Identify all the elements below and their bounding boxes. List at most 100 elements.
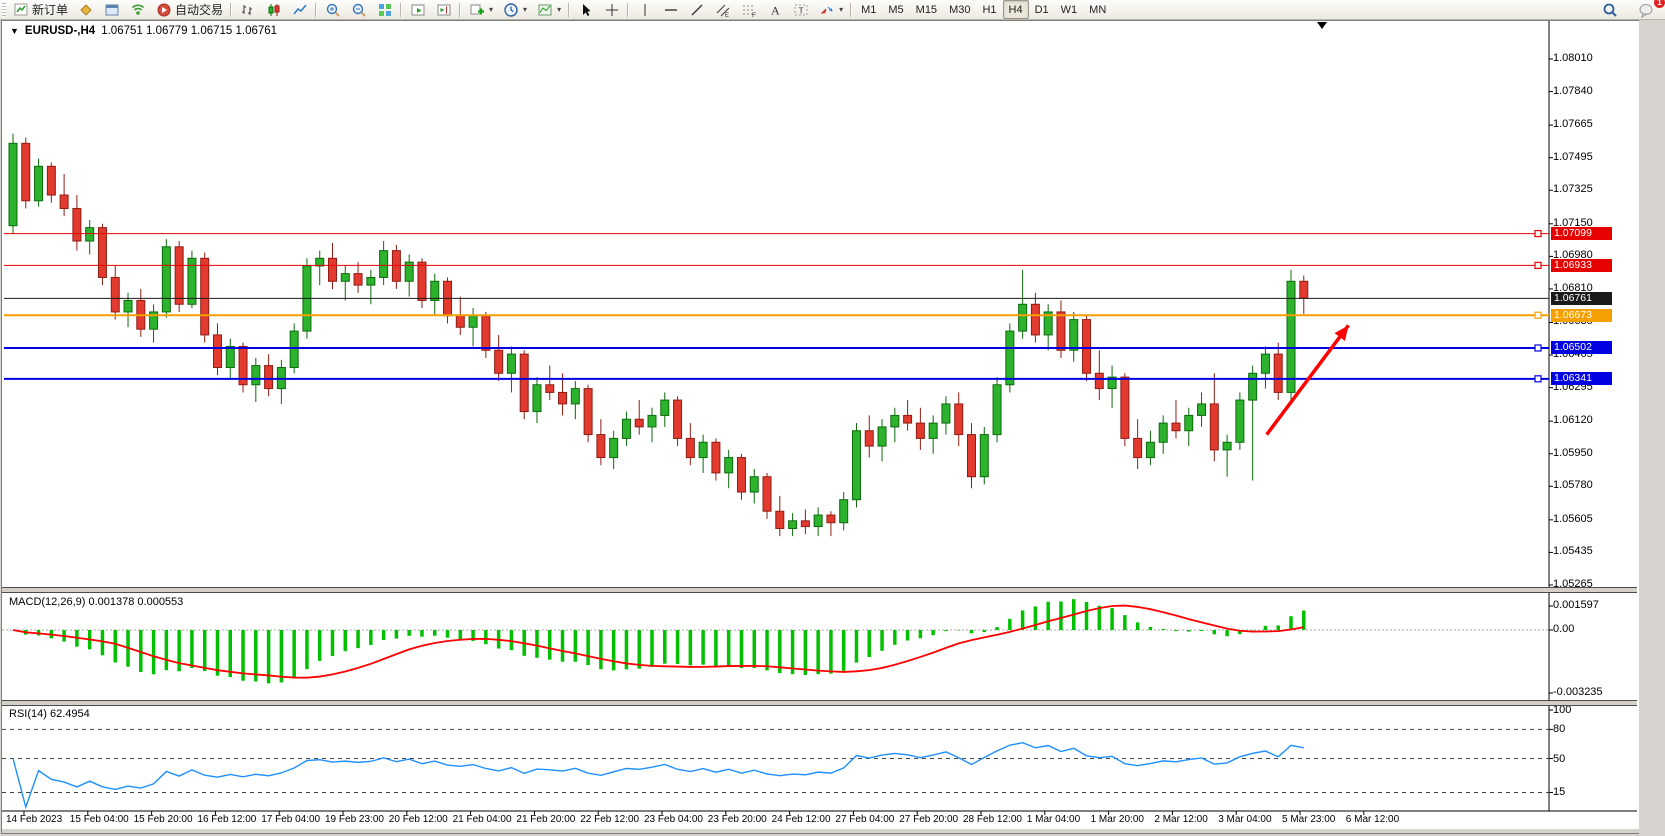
chart-window-eurusd[interactable]: ▼ EURUSD-,H4 1.06751 1.06779 1.06715 1.0… <box>1 20 1640 834</box>
time-tick-label: 20 Feb 12:00 <box>388 814 448 825</box>
macd-scale-label: -0.003235 <box>1553 686 1603 698</box>
crosshair-button[interactable] <box>599 0 625 19</box>
notification-count-badge: 1 <box>1654 0 1665 8</box>
timeframe-button-m5[interactable]: M5 <box>888 3 904 16</box>
horizontal-line-1.06673[interactable] <box>4 311 1549 319</box>
price-tick-label: 1.07150 <box>1553 216 1593 229</box>
timeframe-button-w1[interactable]: W1 <box>1060 3 1078 16</box>
price-tick-label: 1.07325 <box>1553 183 1593 196</box>
horizontal-line-1.07099[interactable] <box>4 229 1549 238</box>
new-order-button[interactable]: 新订单 <box>8 0 73 19</box>
price-tick-label: 1.07840 <box>1553 84 1593 97</box>
text-button[interactable]: A <box>762 0 788 19</box>
vertical-line-button[interactable] <box>632 0 658 19</box>
arrows-button[interactable]: ▾ <box>814 0 848 19</box>
main-toolbar: 新订单 自动交易 ▾ ▾ ▾ E F A T ▾ M1 M5 M15 M30 H1 H4 D1 W1 MN 1 <box>0 0 1665 20</box>
signals-icon <box>130 2 146 18</box>
chart-profiles-button[interactable] <box>73 0 99 19</box>
price-tick-label: 1.08010 <box>1553 52 1593 64</box>
text-icon: A <box>767 2 783 18</box>
horizontal-line-1.06933[interactable] <box>4 261 1549 269</box>
new-chart-button[interactable]: ▾ <box>464 0 498 19</box>
text-label-button[interactable]: T <box>788 0 814 19</box>
trend-arrow-annotation[interactable] <box>1265 324 1350 436</box>
tile-icon <box>377 2 393 18</box>
time-tick-label: 21 Feb 20:00 <box>516 814 576 825</box>
time-tick-label: 1 Mar 20:00 <box>1090 814 1144 825</box>
timeframe-button-m1[interactable]: M1 <box>861 3 877 16</box>
data-window-button[interactable] <box>99 0 125 19</box>
fibonacci-button[interactable]: F <box>736 0 762 19</box>
new-chart-icon <box>469 2 485 18</box>
time-tick-label: 17 Feb 04:00 <box>261 814 321 825</box>
macd-signal-line <box>12 604 1304 679</box>
timeframe-button-h4[interactable]: H4 <box>1002 0 1029 19</box>
clock-icon <box>503 2 519 18</box>
panel-splitter-rsi[interactable] <box>2 700 1637 706</box>
notifications-button[interactable]: 1 <box>1633 0 1665 19</box>
timeframe-button-d1[interactable]: D1 <box>1034 3 1049 16</box>
time-tick-label: 15 Feb 20:00 <box>133 814 193 825</box>
svg-text:E: E <box>725 13 729 18</box>
time-tick-label: 27 Feb 20:00 <box>899 814 959 825</box>
tile-windows-button[interactable] <box>372 0 398 19</box>
timeframe-button-mn[interactable]: MN <box>1089 3 1107 16</box>
panel-splitter-macd[interactable] <box>2 587 1637 593</box>
zoom-in-button[interactable] <box>320 0 346 19</box>
rsi-indicator-label: RSI(14) 62.4954 <box>9 708 90 720</box>
autotrading-button-label: 自动交易 <box>175 3 224 17</box>
timeframe-button-m15[interactable]: M15 <box>915 3 938 16</box>
timeframe-button-m30[interactable]: M30 <box>949 3 971 16</box>
chart-canvas[interactable] <box>2 21 1637 831</box>
chevron-down-icon[interactable]: ▾ <box>557 5 562 14</box>
periods-button[interactable]: ▾ <box>498 0 532 19</box>
time-tick-label: 1 Mar 04:00 <box>1026 814 1081 825</box>
data-window-icon <box>104 2 120 18</box>
rsi-line <box>12 741 1304 810</box>
candlestick-chart-button[interactable] <box>261 0 287 19</box>
price-line-badge-1.06341: 1.06341 <box>1551 372 1612 386</box>
search-button[interactable] <box>1597 0 1623 19</box>
price-line-badge-1.06761: 1.06761 <box>1551 291 1612 305</box>
chevron-down-icon[interactable]: ▾ <box>523 5 528 14</box>
zoom-out-button[interactable] <box>346 0 372 19</box>
svg-text:F: F <box>752 12 756 18</box>
crosshair-icon <box>604 2 620 18</box>
zoom-out-icon <box>351 2 367 18</box>
chart-shift-button[interactable] <box>431 0 457 19</box>
chevron-down-icon[interactable]: ▾ <box>839 5 844 14</box>
window-right-edge <box>1639 20 1665 836</box>
profiles-icon <box>78 2 94 18</box>
time-tick-label: 15 Feb 04:00 <box>69 814 129 825</box>
bar-chart-button[interactable] <box>235 0 261 19</box>
timeframe-button-h1[interactable]: H1 <box>982 3 997 16</box>
candles-icon <box>266 2 282 18</box>
price-tick-label: 1.06120 <box>1553 414 1593 427</box>
chevron-down-icon[interactable]: ▾ <box>489 5 494 14</box>
chart-dropdown-icon[interactable]: ▼ <box>10 26 19 36</box>
horizontal-line-1.06502[interactable] <box>4 344 1549 352</box>
time-tick-label: 16 Feb 12:00 <box>197 814 257 825</box>
trendline-button[interactable] <box>684 0 710 19</box>
signals-button[interactable] <box>125 0 151 19</box>
autotrading-button[interactable]: 自动交易 <box>151 0 228 19</box>
macd-indicator-label: MACD(12,26,9) 0.001378 0.000553 <box>9 596 184 608</box>
time-tick-label: 22 Feb 12:00 <box>580 814 640 825</box>
templates-button[interactable]: ▾ <box>532 0 566 19</box>
zoom-in-icon <box>325 2 341 18</box>
channel-icon: E <box>715 2 731 18</box>
equidistant-channel-button[interactable]: E <box>710 0 736 19</box>
price-line-badge-1.06933: 1.06933 <box>1551 258 1612 272</box>
cursor-button[interactable] <box>573 0 599 19</box>
search-icon <box>1602 2 1618 18</box>
horizontal-line-button[interactable] <box>658 0 684 19</box>
time-tick-label: 28 Feb 12:00 <box>963 814 1022 825</box>
chart-shift-marker[interactable] <box>1317 22 1327 29</box>
auto-scroll-button[interactable] <box>405 0 431 19</box>
label-icon: T <box>793 2 809 18</box>
line-chart-button[interactable] <box>287 0 313 19</box>
time-tick-label: 21 Feb 04:00 <box>452 814 512 825</box>
autotrading-icon <box>156 2 172 18</box>
horizontal-line-1.06341[interactable] <box>4 375 1549 383</box>
fibo-icon: F <box>741 2 757 18</box>
